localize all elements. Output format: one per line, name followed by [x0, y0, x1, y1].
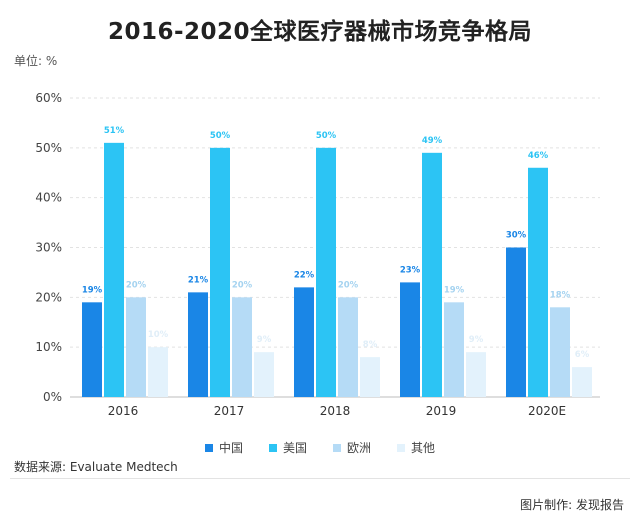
data-label: 20% — [126, 280, 147, 290]
bar-chart: 0% 10% 20% 30% 40% 50% 60% 19% 51% 20% 10% 2016 21% 5… — [35, 91, 600, 418]
chart-title: 2016-2020全球医疗器械市场竞争格局 — [107, 19, 533, 45]
source-note: 数据来源: Evaluate Medtech — [14, 460, 178, 474]
x-tick-label: 2016 — [108, 404, 139, 418]
data-label: 49% — [422, 136, 443, 146]
data-label: 50% — [316, 131, 337, 141]
bar — [360, 357, 380, 397]
bar — [210, 147, 230, 397]
legend-swatch — [397, 443, 406, 452]
bar — [294, 287, 314, 397]
credit-note: 图片制作: 发现报告 — [520, 498, 624, 512]
y-tick-label: 40% — [35, 191, 62, 205]
bar — [400, 282, 420, 397]
x-tick-label: 2017 — [214, 404, 245, 418]
legend-swatch — [333, 443, 341, 452]
data-label: 30% — [506, 231, 527, 241]
bar — [82, 302, 102, 397]
bar — [550, 307, 570, 397]
data-label: 10% — [148, 330, 169, 340]
divider — [10, 478, 630, 479]
data-label: 18% — [550, 290, 571, 300]
legend-item: 美国 — [268, 439, 307, 456]
legend-item: 中国 — [204, 439, 243, 456]
bar — [316, 147, 336, 397]
chart-legend: 中国 美国 欧洲 其他 — [0, 439, 640, 456]
data-label: 51% — [104, 126, 125, 136]
data-label: 19% — [444, 285, 465, 295]
legend-label: 欧洲 — [347, 441, 372, 455]
data-label: 22% — [294, 270, 315, 280]
bar — [338, 297, 358, 397]
data-label: 20% — [232, 280, 253, 290]
y-tick-label: 50% — [35, 141, 62, 155]
legend-label: 中国 — [218, 441, 243, 455]
y-tick-label: 0% — [43, 390, 62, 404]
x-tick-label: 2020E — [528, 404, 566, 418]
bar — [148, 347, 168, 397]
bar — [104, 142, 124, 397]
bar — [422, 152, 442, 397]
bar — [572, 367, 592, 397]
data-label: 9% — [257, 335, 272, 345]
bar — [126, 297, 146, 397]
legend-item: 其他 — [397, 439, 435, 456]
x-tick-label: 2018 — [320, 404, 351, 418]
bar — [466, 352, 486, 397]
legend-swatch — [268, 443, 277, 452]
bar — [254, 352, 274, 397]
bar — [528, 167, 548, 397]
data-label: 21% — [188, 275, 209, 285]
y-tick-label: 60% — [35, 91, 62, 105]
y-tick-label: 20% — [35, 290, 62, 304]
y-tick-label: 10% — [35, 340, 62, 354]
legend-label: 其他 — [411, 441, 436, 455]
legend-swatch — [204, 443, 213, 452]
bar — [506, 247, 526, 397]
y-tick-label: 30% — [35, 241, 62, 255]
data-label: 19% — [82, 285, 103, 295]
data-label: 50% — [210, 131, 231, 141]
x-tick-label: 2019 — [426, 404, 457, 418]
data-label: 20% — [338, 280, 359, 290]
legend-item: 欧洲 — [333, 439, 371, 456]
bar — [188, 292, 208, 397]
unit-label: 单位: % — [14, 54, 58, 68]
legend-label: 美国 — [282, 441, 307, 455]
bar — [444, 302, 464, 397]
data-label: 6% — [575, 350, 590, 360]
bar — [232, 297, 252, 397]
data-label: 46% — [528, 151, 549, 161]
data-label: 23% — [400, 265, 421, 275]
data-label: 8% — [363, 340, 378, 350]
data-label: 9% — [469, 335, 484, 345]
